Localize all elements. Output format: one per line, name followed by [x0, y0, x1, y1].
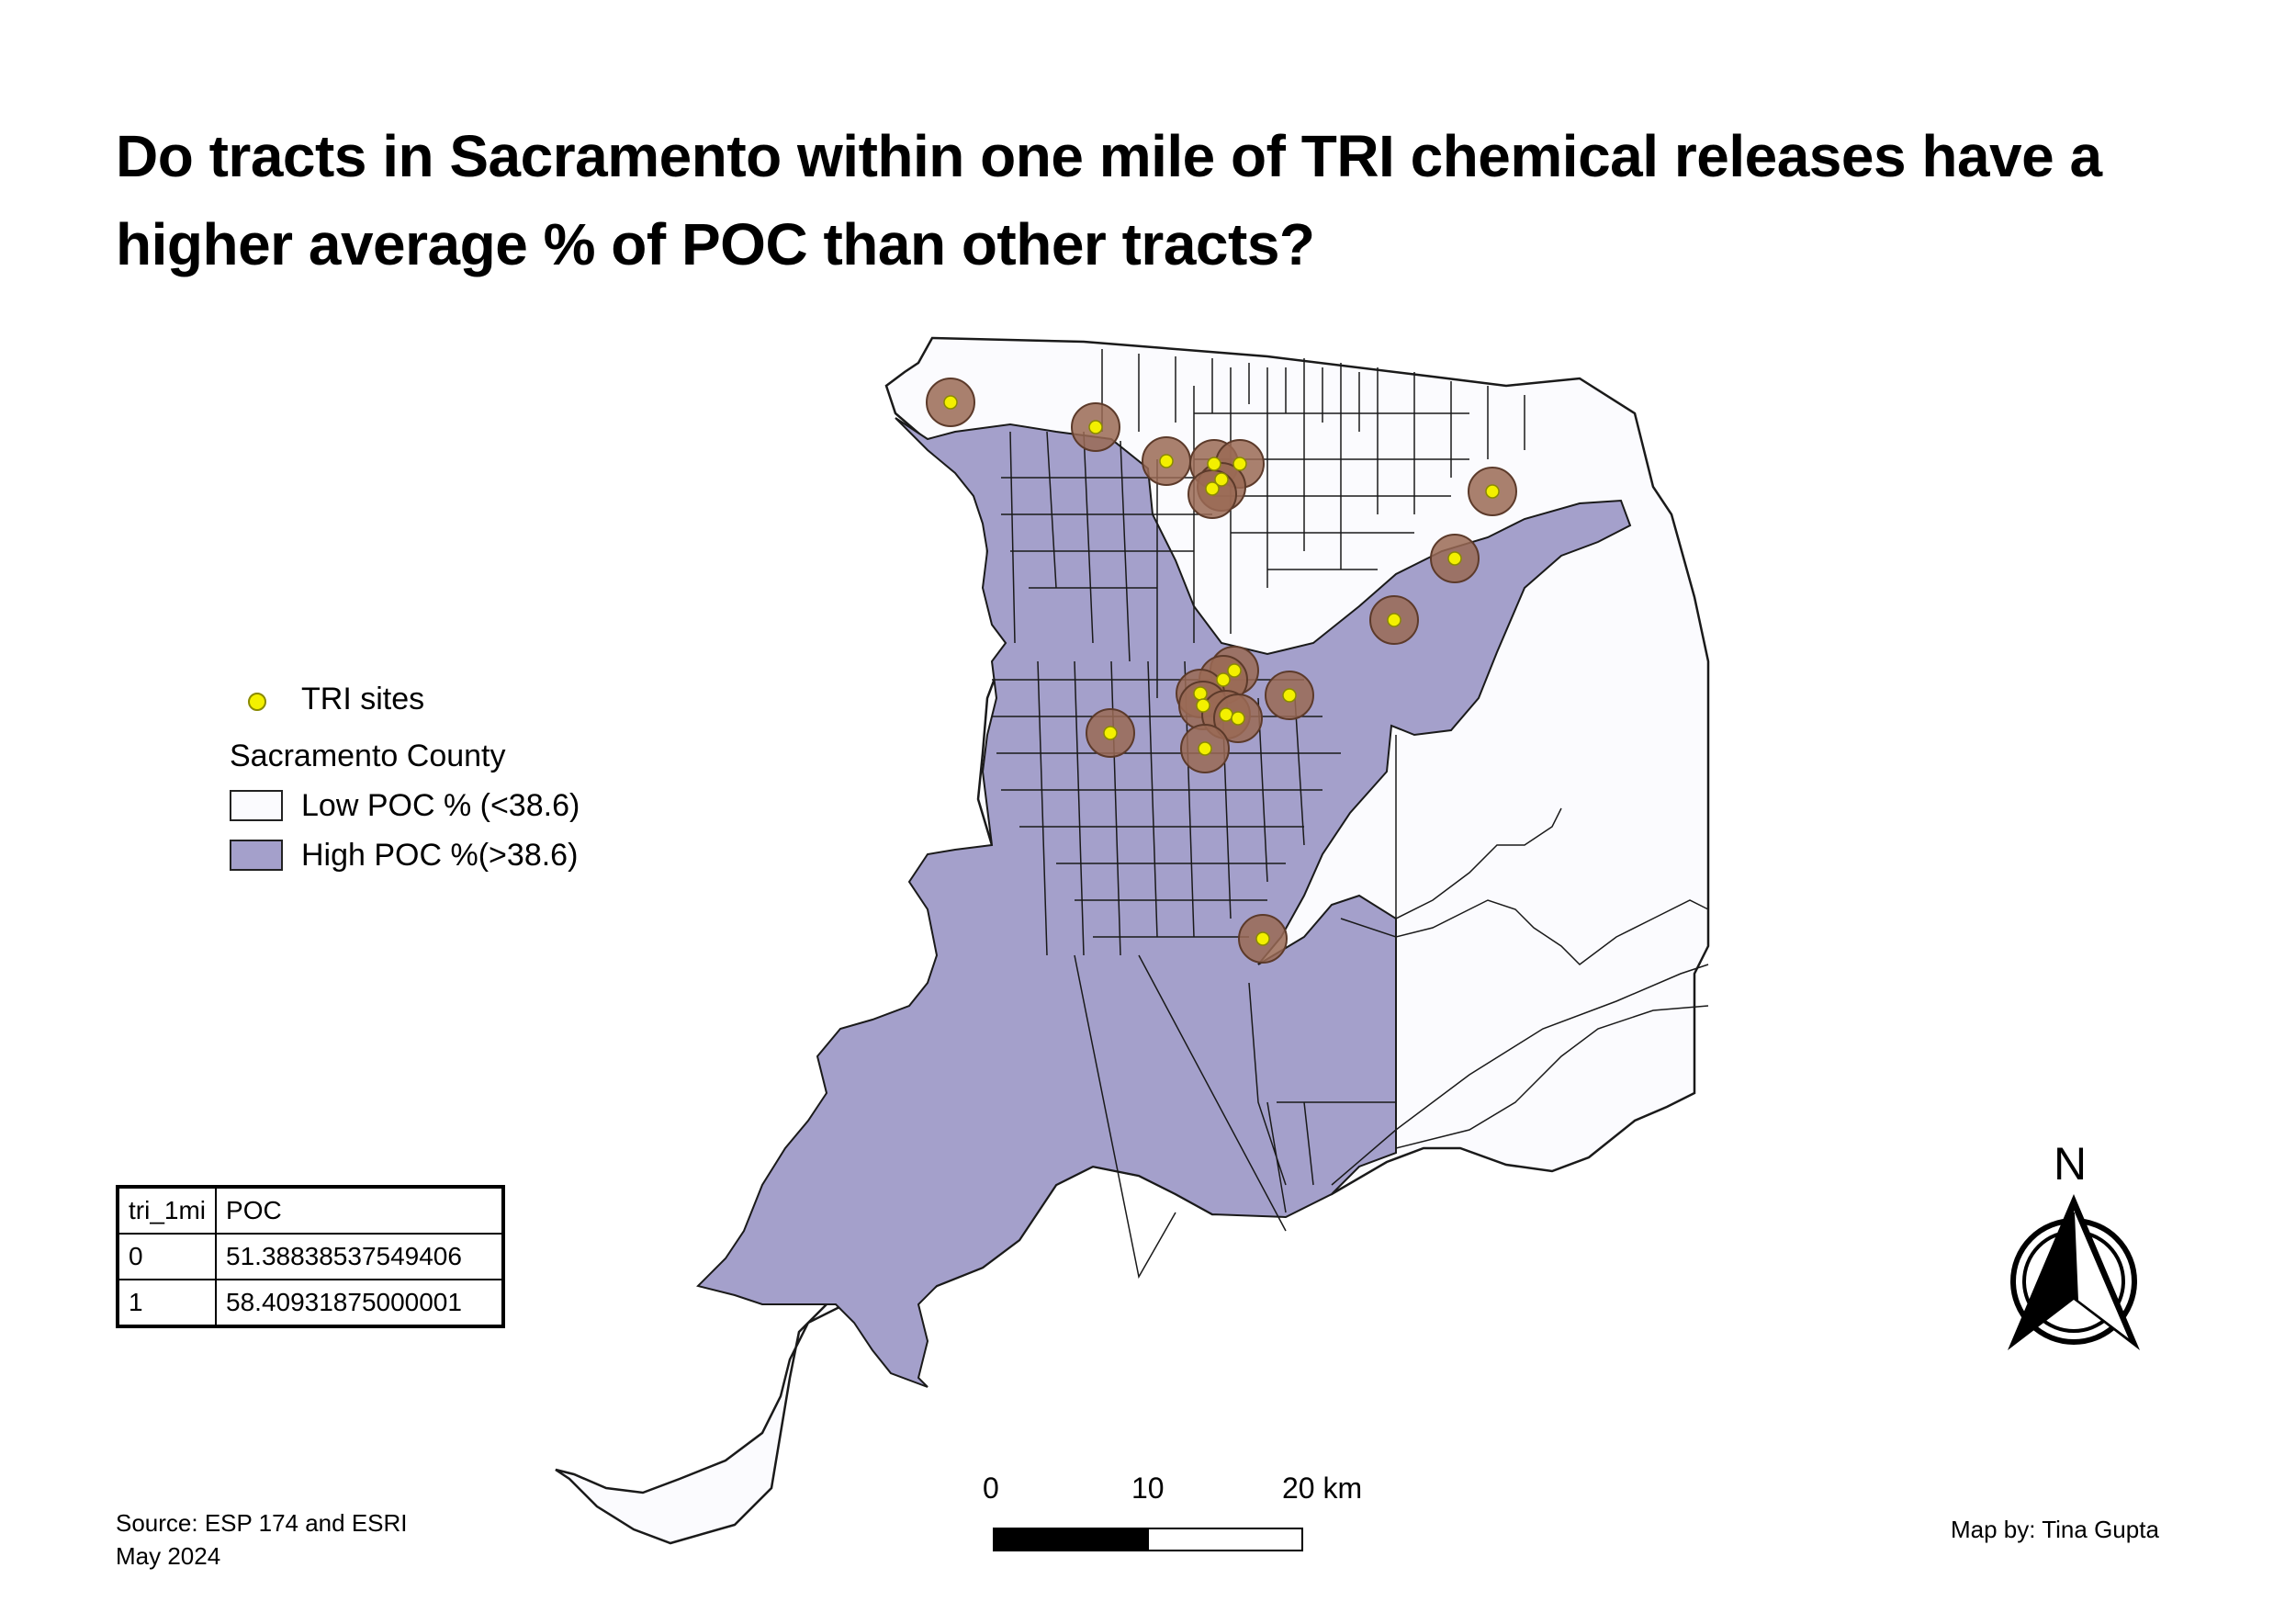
- low-poc-swatch: [230, 790, 283, 821]
- high-poc-swatch: [230, 840, 283, 871]
- legend-high-label: High POC %(>38.6): [301, 838, 579, 873]
- tri-site-point: [1219, 707, 1233, 722]
- map-title: Do tracts in Sacramento within one mile …: [116, 123, 2102, 277]
- tri-site-point: [1282, 688, 1297, 703]
- source-line: Source: ESP 174 and ESRI: [116, 1509, 408, 1537]
- source-note: Source: ESP 174 and ESRI May 2024: [116, 1506, 408, 1573]
- table-cell: 51.38838537549406: [215, 1233, 505, 1280]
- tri-site-point: [1255, 931, 1270, 946]
- legend-sites-label: TRI sites: [301, 682, 425, 716]
- tri-site-point: [1103, 726, 1118, 740]
- scale-bar: [993, 1528, 1303, 1551]
- tri-site-point: [1216, 672, 1231, 687]
- table-header-cell: POC: [215, 1186, 505, 1235]
- legend-county-heading: Sacramento County: [230, 739, 506, 773]
- tri-site-point: [1485, 484, 1500, 499]
- tri-site-point: [1232, 457, 1247, 471]
- poc-stats-table: tri_1mi POC 0 51.38838537549406 1 58.409…: [116, 1185, 506, 1328]
- tri-site-point: [1214, 472, 1229, 487]
- north-label: N: [2054, 1138, 2088, 1190]
- table-cell: 1: [116, 1279, 218, 1327]
- tri-site-point: [1387, 613, 1401, 627]
- tri-site-point: [1231, 711, 1245, 726]
- table-header-cell: tri_1mi: [116, 1186, 218, 1235]
- north-arrow-icon: [2008, 1194, 2140, 1350]
- table-row: 0 51.38838537549406: [116, 1233, 505, 1280]
- tri-site-point: [1207, 457, 1221, 471]
- tri-site-point: [1193, 686, 1208, 701]
- tri-site-point: [1088, 420, 1103, 434]
- table-cell: 58.40931875000001: [215, 1279, 505, 1327]
- tri-sites: [943, 395, 1500, 946]
- tri-site-legend-icon: [248, 693, 266, 711]
- tri-site-point: [1227, 663, 1242, 678]
- tri-site-point: [1196, 698, 1210, 713]
- tri-site-point: [943, 395, 958, 410]
- tri-site-point: [1198, 741, 1212, 756]
- map-credit: Map by: Tina Gupta: [1951, 1516, 2159, 1543]
- source-date: May 2024: [116, 1542, 221, 1570]
- tri-site-point: [1205, 481, 1220, 496]
- legend-low-label: Low POC % (<38.6): [301, 788, 580, 823]
- tri-site-point: [1447, 551, 1462, 566]
- scale-label-20: 20 km: [1282, 1472, 1363, 1505]
- table-cell: 0: [116, 1233, 218, 1280]
- scale-label-10: 10: [1131, 1472, 1165, 1505]
- table-row: 1 58.40931875000001: [116, 1279, 505, 1327]
- tri-site-point: [1159, 454, 1174, 468]
- table-header-row: tri_1mi POC: [116, 1186, 505, 1235]
- scale-label-0: 0: [983, 1472, 999, 1505]
